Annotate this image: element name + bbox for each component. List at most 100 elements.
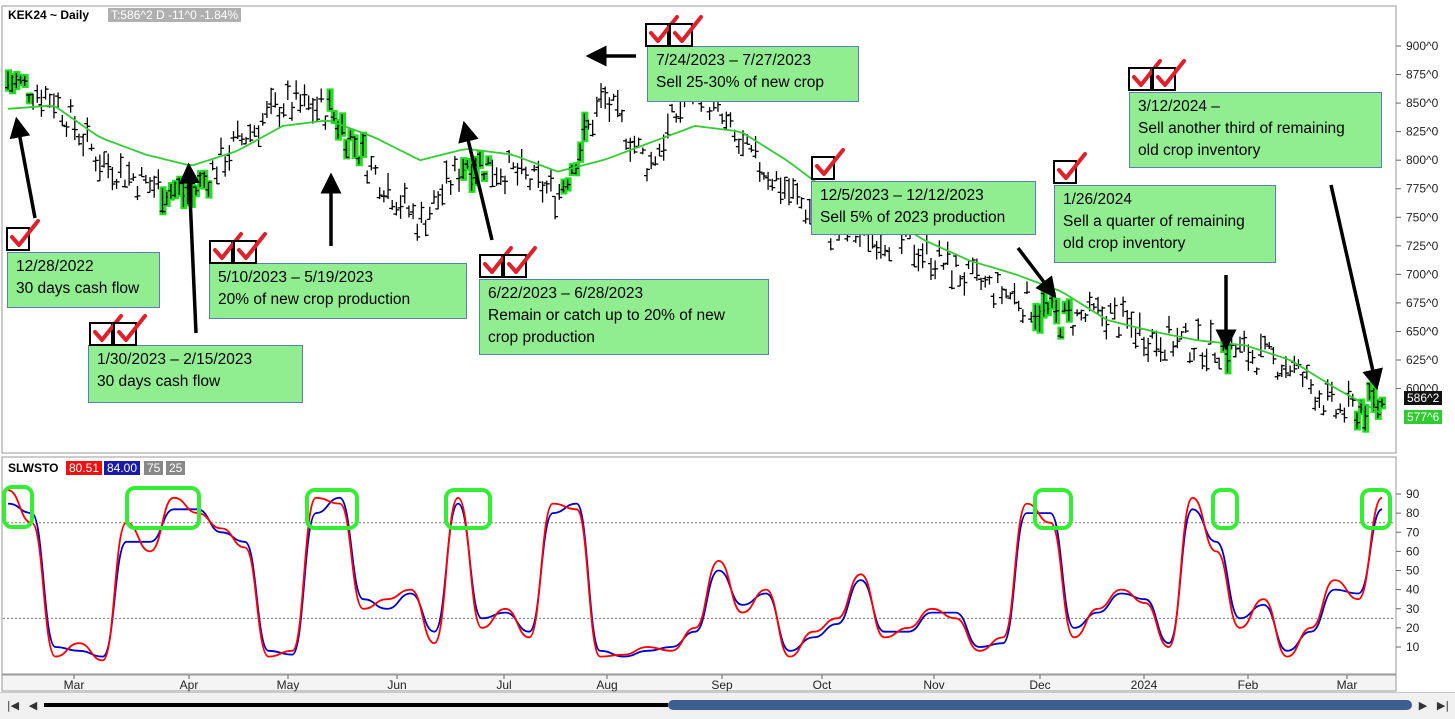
price-bar [969, 257, 976, 275]
y-tick-label-9: 675^0 [1406, 296, 1439, 310]
stoch-highlight-circle-3 [444, 488, 492, 530]
y-tick-label-0: 900^0 [1406, 39, 1439, 53]
price-bar [919, 243, 926, 269]
price-bar [623, 138, 630, 150]
x-tick-label-3: Jun [387, 678, 406, 692]
price-bar [426, 206, 433, 221]
price-bar [1353, 410, 1361, 431]
moving-average-line [7, 104, 1383, 415]
price-bar [151, 175, 158, 198]
price-bar [372, 164, 379, 175]
price-bar [1266, 342, 1273, 349]
d-value-tag: 84.00 [104, 461, 141, 475]
price-bar [673, 113, 680, 123]
price-bar [1153, 330, 1160, 357]
price-bar [92, 156, 99, 172]
price-bar [1178, 330, 1185, 340]
price-bar [1299, 371, 1306, 388]
price-bar [42, 85, 49, 100]
scroll-thumb[interactable] [668, 700, 1412, 710]
checkmark-icon [209, 232, 243, 264]
price-bar [719, 113, 726, 125]
price-bar [1199, 352, 1206, 370]
price-bar [359, 131, 367, 158]
x-tick-label-4: Jul [496, 678, 511, 692]
price-bar [1270, 346, 1277, 365]
price-bar [159, 186, 167, 216]
price-bar [1140, 336, 1147, 357]
checkmark-icon [645, 15, 679, 47]
price-bar [978, 277, 985, 291]
price-bar [430, 190, 437, 204]
price-bar [113, 178, 120, 189]
x-tick-label-7: Oct [813, 678, 832, 692]
price-bar [1253, 367, 1260, 375]
horizontal-scrollbar[interactable]: |◀ ◀ ▶ ▶| [0, 692, 1455, 719]
stats-label: T:586^2 D -11^0 -1.84% [108, 8, 242, 22]
price-bar [1362, 403, 1370, 433]
indicator-name: SLWSTO [8, 461, 59, 475]
price-bar [63, 121, 70, 137]
scroll-start-button[interactable]: |◀ [6, 699, 20, 712]
scroll-right-button[interactable]: ▶ [1418, 699, 1428, 712]
price-bar [126, 161, 133, 186]
price-bar [522, 166, 529, 180]
price-bar [1182, 322, 1189, 333]
price-bar [376, 187, 383, 200]
ma-price-tag: 577^6 [1404, 410, 1443, 424]
price-bar [1241, 330, 1248, 352]
price-bar [1170, 341, 1177, 357]
scroll-left-button[interactable]: ◀ [28, 699, 38, 712]
scroll-end-button[interactable]: ▶| [1436, 699, 1450, 712]
price-bar [105, 153, 112, 179]
price-bar [410, 203, 417, 220]
price-bar [351, 134, 359, 159]
price-bar [915, 248, 922, 272]
checkmark-icon [233, 232, 267, 264]
price-bar [756, 162, 763, 182]
stoch-y-tick-label-2: 70 [1406, 525, 1420, 539]
price-bar [669, 103, 676, 113]
price-bar [1057, 326, 1065, 340]
price-bar [660, 134, 667, 161]
x-tick-label-12: Mar [1337, 678, 1358, 692]
price-bar [243, 136, 250, 145]
price-bar [305, 95, 312, 111]
scroll-track[interactable] [44, 703, 668, 707]
price-bar [192, 184, 200, 198]
price-bar [510, 162, 517, 170]
price-bar [1312, 396, 1319, 411]
stoch-highlight-circle-6 [1360, 488, 1392, 530]
price-bar [961, 272, 968, 296]
stoch-y-tick-label-1: 80 [1406, 506, 1420, 520]
price-bar [769, 178, 776, 191]
annotation-arrow-7 [1329, 184, 1383, 391]
price-bar [1107, 302, 1114, 314]
price-bar [405, 205, 412, 218]
annotation-box-6: 12/5/2023 – 12/12/2023 Sell 5% of 2023 p… [811, 181, 1036, 235]
checkmark-icon [1053, 152, 1087, 184]
price-bar [234, 120, 241, 140]
price-bar [994, 272, 1001, 283]
price-bar [284, 80, 291, 101]
price-bar [1274, 371, 1281, 380]
price-bar [527, 178, 534, 191]
price-bar [1216, 357, 1223, 370]
price-bar [1166, 315, 1173, 334]
price-bar [380, 190, 387, 203]
price-bar [790, 178, 797, 199]
price-bar [121, 179, 128, 188]
stoch-highlight-circle-2 [305, 488, 359, 530]
price-bar [986, 275, 993, 285]
price-bar [723, 111, 730, 130]
price-bar [1224, 344, 1232, 375]
price-bar [88, 143, 95, 152]
price-bar [501, 175, 508, 195]
price-bar [318, 88, 325, 103]
price-bar [34, 84, 41, 103]
price-bar [748, 144, 755, 153]
price-bar [602, 86, 609, 109]
price-bar [1069, 325, 1076, 336]
price-bar [765, 171, 772, 190]
price-bar [614, 90, 621, 118]
